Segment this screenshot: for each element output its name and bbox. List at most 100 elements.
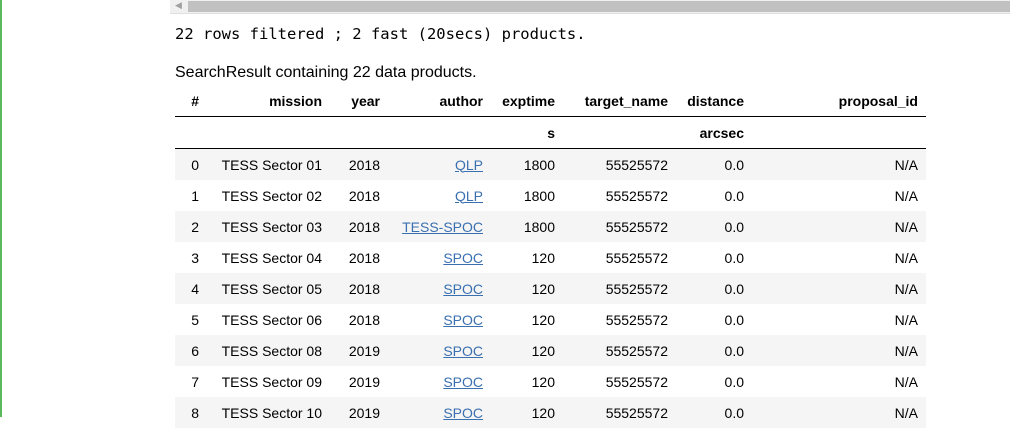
idx-cell: 5 <box>191 311 199 328</box>
column-unit <box>752 116 926 149</box>
proposal-id-cell: N/A <box>894 373 918 390</box>
year-cell: 2018 <box>348 311 380 328</box>
proposal-id-cell: N/A <box>894 311 918 328</box>
target-name-cell: 55525572 <box>605 156 668 173</box>
column-unit <box>207 116 330 149</box>
author-cell: QLP <box>388 180 491 211</box>
exptime-cell: 1800 <box>523 156 555 173</box>
column-header: # <box>175 86 207 117</box>
column-unit <box>388 116 491 149</box>
proposal-id-cell: N/A <box>894 156 918 173</box>
author-link[interactable]: QLP <box>454 187 483 204</box>
idx-cell: 1 <box>191 187 199 204</box>
mission-cell: TESS Sector 03 <box>221 218 322 235</box>
target-name-cell: 55525572 <box>605 187 668 204</box>
author-cell: QLP <box>388 149 491 181</box>
target-name-cell: 55525572 <box>605 404 668 421</box>
target-name-cell: 55525572 <box>605 342 668 359</box>
target-name-cell: 55525572 <box>605 373 668 390</box>
column-header: distance <box>676 86 752 117</box>
idx-cell: 0 <box>191 156 199 173</box>
search-result-table: # mission year author exptime target_nam… <box>175 86 926 428</box>
exptime-cell: 1800 <box>523 187 555 204</box>
idx-cell: 7 <box>191 373 199 390</box>
column-unit: arcsec <box>676 116 752 149</box>
mission-cell: TESS Sector 08 <box>221 342 322 359</box>
year-cell: 2018 <box>348 218 380 235</box>
target-name-cell: 55525572 <box>605 311 668 328</box>
mission-cell: TESS Sector 10 <box>221 404 322 421</box>
distance-cell: 0.0 <box>724 156 744 173</box>
column-header: target_name <box>563 86 676 117</box>
horizontal-scrollbar[interactable]: ◀ <box>170 0 1010 14</box>
table-row: 5 TESS Sector 06 2018 SPOC 120 55525572 0.0 N/A <box>175 304 926 335</box>
exptime-cell: 120 <box>531 342 555 359</box>
column-header: author <box>388 86 491 117</box>
table-row: 6 TESS Sector 08 2019 SPOC 120 55525572 0.0 N/A <box>175 335 926 366</box>
table-row: 3 TESS Sector 04 2018 SPOC 120 55525572 0.0 N/A <box>175 242 926 273</box>
table-row: 0 TESS Sector 01 2018 QLP 1800 55525572 0.0 N/A <box>175 148 926 181</box>
distance-cell: 0.0 <box>724 342 744 359</box>
author-link[interactable]: SPOC <box>443 311 483 328</box>
column-header: proposal_id <box>752 86 926 117</box>
year-cell: 2018 <box>348 280 380 297</box>
cell-focus-bar <box>0 0 2 417</box>
author-cell: SPOC <box>388 242 491 273</box>
year-cell: 2018 <box>348 156 380 173</box>
distance-cell: 0.0 <box>724 187 744 204</box>
exptime-cell: 120 <box>531 311 555 328</box>
proposal-id-cell: N/A <box>894 280 918 297</box>
mission-cell: TESS Sector 05 <box>221 280 322 297</box>
distance-cell: 0.0 <box>724 218 744 235</box>
author-link[interactable]: SPOC <box>443 280 483 297</box>
scroll-left-arrow-icon[interactable]: ◀ <box>175 1 182 11</box>
table-row: 2 TESS Sector 03 2018 TESS-SPOC 1800 55525572… <box>175 211 926 242</box>
table-units-row: s arcsec <box>175 116 926 149</box>
author-cell: SPOC <box>388 366 491 397</box>
table-row: 1 TESS Sector 02 2018 QLP 1800 55525572 0.0 N/A <box>175 180 926 211</box>
author-cell: SPOC <box>388 335 491 366</box>
exptime-cell: 120 <box>531 404 555 421</box>
table-row: 4 TESS Sector 05 2018 SPOC 120 55525572 0.0 N/A <box>175 273 926 304</box>
column-unit <box>175 116 207 149</box>
author-link[interactable]: SPOC <box>443 249 483 266</box>
idx-cell: 2 <box>191 218 199 235</box>
year-cell: 2018 <box>348 187 380 204</box>
author-link[interactable]: QLP <box>454 156 483 173</box>
author-link[interactable]: TESS-SPOC <box>402 218 483 235</box>
idx-cell: 4 <box>191 280 199 297</box>
column-header: exptime <box>491 86 563 117</box>
author-cell: SPOC <box>388 273 491 304</box>
proposal-id-cell: N/A <box>894 249 918 266</box>
author-cell: SPOC <box>388 304 491 335</box>
year-cell: 2018 <box>348 249 380 266</box>
proposal-id-cell: N/A <box>894 218 918 235</box>
exptime-cell: 1800 <box>523 218 555 235</box>
year-cell: 2019 <box>348 373 380 390</box>
exptime-cell: 120 <box>531 280 555 297</box>
table-caption: SearchResult containing 22 data products… <box>175 64 477 81</box>
mission-cell: TESS Sector 06 <box>221 311 322 328</box>
mission-cell: TESS Sector 04 <box>221 249 322 266</box>
idx-cell: 6 <box>191 342 199 359</box>
idx-cell: 3 <box>191 249 199 266</box>
column-unit: s <box>491 116 563 149</box>
distance-cell: 0.0 <box>724 280 744 297</box>
column-header: mission <box>207 86 330 117</box>
proposal-id-cell: N/A <box>894 404 918 421</box>
table-row: 7 TESS Sector 09 2019 SPOC 120 55525572 0.0 N/A <box>175 366 926 397</box>
exptime-cell: 120 <box>531 373 555 390</box>
column-header: year <box>330 86 388 117</box>
distance-cell: 0.0 <box>724 404 744 421</box>
column-unit <box>563 116 676 149</box>
author-link[interactable]: SPOC <box>443 373 483 390</box>
target-name-cell: 55525572 <box>605 249 668 266</box>
distance-cell: 0.0 <box>724 311 744 328</box>
author-link[interactable]: SPOC <box>443 342 483 359</box>
cell-output-text: 22 rows filtered ; 2 fast (20secs) produ… <box>175 25 586 43</box>
author-link[interactable]: SPOC <box>443 404 483 421</box>
author-cell: SPOC <box>388 397 491 428</box>
mission-cell: TESS Sector 02 <box>221 187 322 204</box>
target-name-cell: 55525572 <box>605 280 668 297</box>
scrollbar-thumb[interactable] <box>188 1 1010 12</box>
